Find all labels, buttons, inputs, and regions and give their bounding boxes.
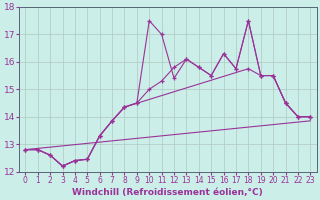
X-axis label: Windchill (Refroidissement éolien,°C): Windchill (Refroidissement éolien,°C) <box>72 188 263 197</box>
